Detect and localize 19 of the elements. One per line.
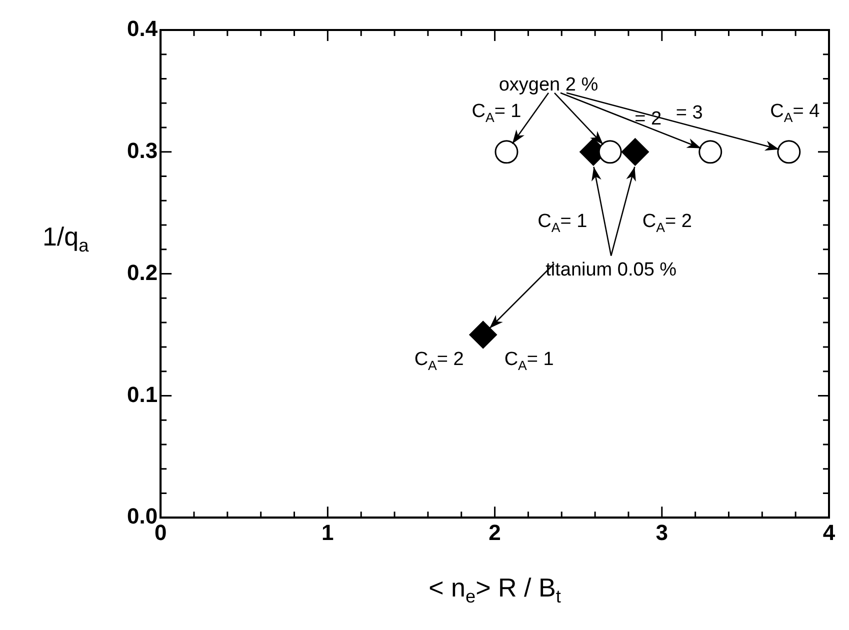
annotation: oxygen 2 % — [498, 74, 598, 96]
annotation: C$_{A}$= 1 — [472, 100, 522, 125]
annotation: C$_{A}$= 2 — [642, 210, 692, 235]
y-tick-label: 0.4 — [126, 16, 158, 42]
y-axis-title: 1/q$_{a}$ — [42, 221, 89, 256]
annotation: = 3 — [676, 102, 703, 124]
y-tick-label: 0.2 — [126, 260, 158, 285]
y-tick-label: 0.1 — [126, 382, 158, 407]
annotation: C$_{A}$= 1 — [538, 210, 588, 235]
annotation: C$_{A}$= 2 — [414, 348, 464, 372]
x-tick-label: 2 — [488, 520, 501, 545]
x-tick-label: 3 — [656, 520, 668, 545]
x-tick-label: 1 — [322, 520, 334, 545]
annotation: C$_{A}$= 1 — [504, 348, 554, 372]
x-axis-title: < n$_{e}$> R / B$_{t}$ — [428, 572, 561, 606]
annotation: C$_{A}$= 4 — [770, 100, 820, 125]
y-tick-label: 0.3 — [126, 138, 158, 163]
annotation: titanium 0.05 % — [546, 259, 677, 280]
x-tick-label: 4 — [822, 520, 836, 545]
